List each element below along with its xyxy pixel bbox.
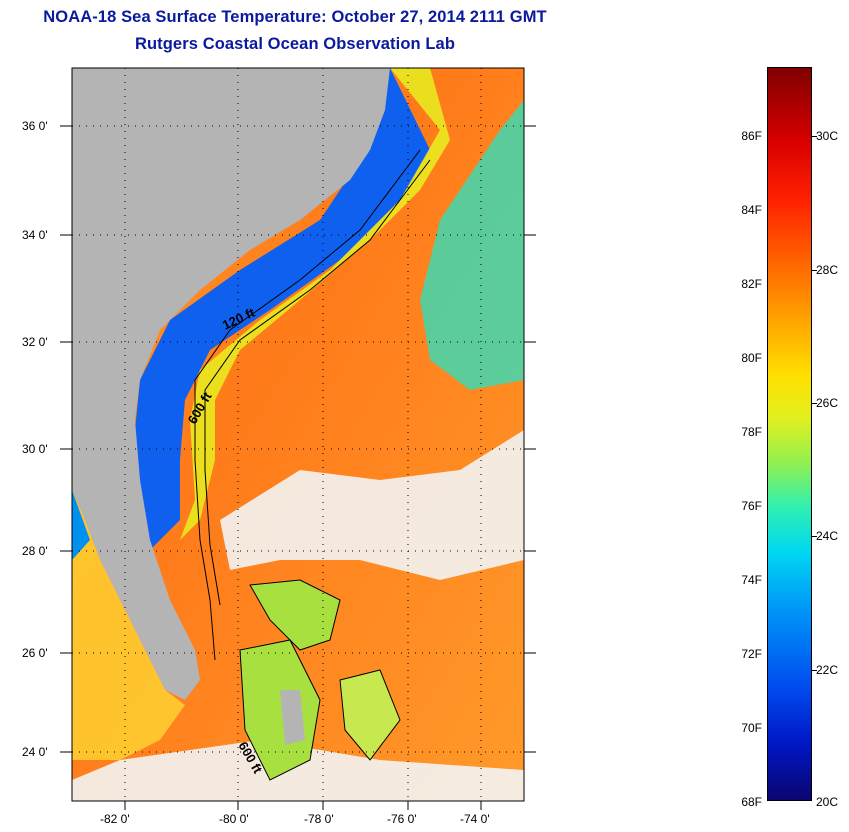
celsius-label: 22C [816, 663, 839, 677]
celsius-label: 26C [816, 396, 839, 410]
bahamas-bank [339, 669, 401, 761]
contour-600ft [204, 159, 431, 606]
celsius-label: 30C [816, 129, 839, 143]
fahrenheit-label: 74F [741, 573, 762, 587]
fahrenheit-label: 84F [741, 203, 762, 217]
lat-label: 32 0' [22, 335, 48, 349]
cool-water-region [420, 100, 524, 390]
fahrenheit-label: 76F [741, 499, 762, 513]
lat-label: 30 0' [22, 442, 48, 456]
lon-label: -74 0' [460, 812, 490, 826]
celsius-label: 28C [816, 263, 839, 277]
lon-label: -76 0' [387, 812, 417, 826]
fahrenheit-label: 86F [741, 129, 762, 143]
lat-label: 34 0' [22, 228, 48, 242]
lat-label: 26 0' [22, 646, 48, 660]
map-frame [71, 67, 525, 802]
lat-label: 28 0' [22, 544, 48, 558]
colorbar-tick [812, 270, 817, 271]
colorbar-tick [812, 403, 817, 404]
fahrenheit-label: 80F [741, 351, 762, 365]
gulf-cool-water [72, 490, 90, 560]
fahrenheit-label: 68F [741, 795, 762, 809]
celsius-label: 24C [816, 529, 839, 543]
fahrenheit-label: 82F [741, 277, 762, 291]
fahrenheit-label: 70F [741, 721, 762, 735]
andros-island [280, 690, 305, 745]
map-subtitle: Rutgers Coastal Ocean Observation Lab [134, 35, 456, 53]
celsius-label: 20C [816, 795, 839, 809]
lat-label: 36 0' [22, 119, 48, 133]
cloud-patch [220, 430, 524, 580]
bahamas-bank [239, 639, 321, 781]
gulf-water [72, 490, 185, 760]
lon-label: -82 0' [100, 812, 130, 826]
cloud-patch [72, 740, 524, 801]
colorbar-tick [812, 536, 817, 537]
lon-label: -80 0' [219, 812, 249, 826]
temperature-colorbar [767, 67, 812, 801]
fahrenheit-label: 78F [741, 425, 762, 439]
land-mass [72, 68, 390, 700]
bahamas-bank [249, 579, 341, 651]
cool-shelf-water [135, 68, 430, 560]
frame-ticks [60, 125, 536, 810]
colorbar-tick [812, 136, 817, 137]
lon-label: -78 0' [304, 812, 334, 826]
contour-120ft [194, 149, 421, 661]
map-title: NOAA-18 Sea Surface Temperature: October… [43, 8, 547, 26]
colorbar-tick [812, 670, 817, 671]
fahrenheit-label: 72F [741, 647, 762, 661]
lat-label: 24 0' [22, 745, 48, 759]
